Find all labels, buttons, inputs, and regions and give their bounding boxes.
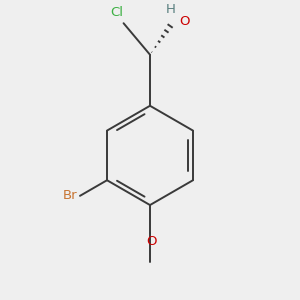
Text: Cl: Cl (110, 6, 123, 19)
Text: Br: Br (62, 189, 77, 202)
Text: O: O (146, 235, 157, 248)
Text: H: H (166, 3, 176, 16)
Text: O: O (179, 15, 190, 28)
